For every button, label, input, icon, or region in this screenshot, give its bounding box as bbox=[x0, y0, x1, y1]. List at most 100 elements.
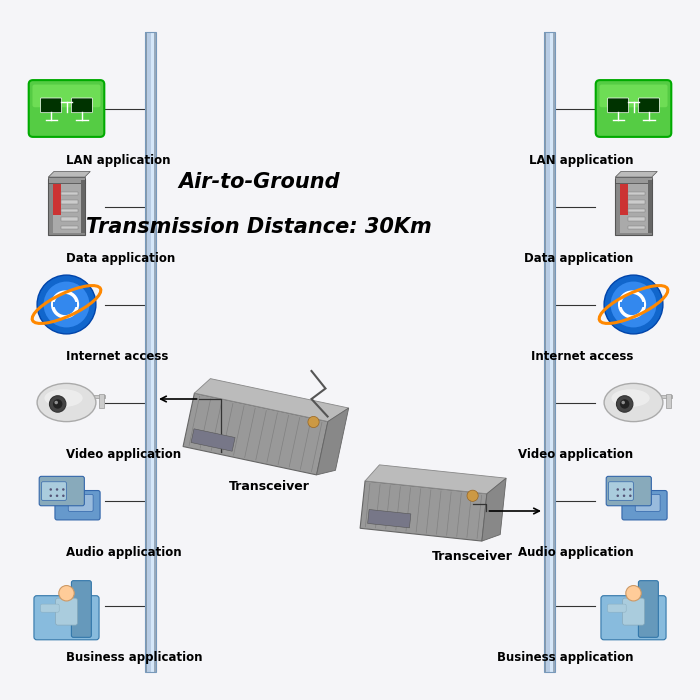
Bar bbox=[648, 395, 672, 398]
Text: Audio application: Audio application bbox=[518, 546, 634, 559]
Text: Transceiver: Transceiver bbox=[432, 550, 513, 563]
Text: LAN application: LAN application bbox=[529, 154, 634, 167]
FancyBboxPatch shape bbox=[606, 477, 651, 505]
FancyBboxPatch shape bbox=[41, 482, 66, 500]
FancyBboxPatch shape bbox=[69, 494, 93, 511]
FancyBboxPatch shape bbox=[32, 85, 101, 107]
Ellipse shape bbox=[604, 384, 663, 421]
Bar bbox=[629, 225, 645, 229]
Circle shape bbox=[56, 488, 58, 491]
Text: Data application: Data application bbox=[66, 252, 176, 265]
FancyBboxPatch shape bbox=[636, 494, 660, 511]
Polygon shape bbox=[368, 510, 411, 528]
Bar bbox=[544, 32, 545, 672]
FancyBboxPatch shape bbox=[71, 98, 92, 113]
Text: Air-to-Ground: Air-to-Ground bbox=[178, 172, 340, 192]
Circle shape bbox=[629, 494, 631, 497]
Circle shape bbox=[617, 494, 619, 497]
Circle shape bbox=[622, 400, 625, 405]
Bar bbox=[629, 192, 645, 195]
FancyBboxPatch shape bbox=[623, 598, 644, 625]
Circle shape bbox=[623, 494, 625, 497]
Polygon shape bbox=[195, 379, 349, 421]
FancyBboxPatch shape bbox=[56, 598, 77, 625]
Bar bbox=[99, 393, 104, 408]
Bar bbox=[81, 395, 105, 398]
Bar bbox=[145, 32, 156, 672]
Text: Internet access: Internet access bbox=[531, 350, 634, 363]
Bar bbox=[666, 393, 671, 408]
Bar bbox=[629, 200, 645, 204]
Ellipse shape bbox=[612, 389, 650, 407]
Text: Internet access: Internet access bbox=[66, 350, 169, 363]
Ellipse shape bbox=[44, 389, 83, 407]
Bar bbox=[553, 32, 555, 672]
Bar bbox=[620, 180, 648, 233]
FancyBboxPatch shape bbox=[41, 604, 59, 612]
FancyBboxPatch shape bbox=[596, 80, 671, 137]
Bar bbox=[62, 209, 78, 212]
Circle shape bbox=[617, 395, 633, 412]
Circle shape bbox=[59, 585, 74, 601]
FancyBboxPatch shape bbox=[599, 85, 668, 107]
Polygon shape bbox=[48, 172, 90, 177]
Bar bbox=[52, 180, 80, 233]
Circle shape bbox=[308, 416, 319, 428]
Text: Data application: Data application bbox=[524, 252, 634, 265]
FancyBboxPatch shape bbox=[608, 482, 634, 500]
Circle shape bbox=[53, 399, 62, 409]
Bar bbox=[48, 177, 85, 183]
Bar bbox=[544, 32, 555, 672]
Polygon shape bbox=[191, 429, 235, 452]
Circle shape bbox=[623, 488, 625, 491]
Circle shape bbox=[43, 281, 90, 328]
Circle shape bbox=[50, 395, 66, 412]
Text: Audio application: Audio application bbox=[66, 546, 182, 559]
Polygon shape bbox=[365, 465, 506, 493]
Bar bbox=[62, 225, 78, 229]
Bar bbox=[550, 32, 553, 672]
Polygon shape bbox=[183, 393, 328, 475]
Polygon shape bbox=[615, 172, 657, 177]
Bar bbox=[154, 32, 156, 672]
Text: Transmission Distance: 30Km: Transmission Distance: 30Km bbox=[86, 217, 432, 237]
Text: Video application: Video application bbox=[66, 448, 181, 461]
Bar bbox=[145, 32, 146, 672]
Polygon shape bbox=[482, 478, 506, 541]
Circle shape bbox=[617, 488, 619, 491]
Bar bbox=[615, 177, 652, 183]
FancyBboxPatch shape bbox=[39, 477, 84, 505]
Polygon shape bbox=[316, 408, 349, 475]
Bar bbox=[545, 32, 554, 672]
Bar bbox=[62, 192, 78, 195]
Bar bbox=[48, 178, 85, 234]
Text: Video application: Video application bbox=[519, 448, 634, 461]
Bar bbox=[52, 302, 78, 307]
Text: LAN application: LAN application bbox=[66, 154, 171, 167]
Bar bbox=[146, 32, 155, 672]
FancyBboxPatch shape bbox=[29, 80, 104, 137]
FancyBboxPatch shape bbox=[608, 604, 626, 612]
Text: Transceiver: Transceiver bbox=[229, 480, 310, 493]
Bar bbox=[150, 32, 154, 672]
Circle shape bbox=[629, 488, 631, 491]
Bar bbox=[53, 184, 61, 215]
FancyBboxPatch shape bbox=[638, 581, 658, 637]
Bar bbox=[648, 180, 652, 233]
Bar bbox=[620, 302, 645, 307]
Circle shape bbox=[50, 488, 52, 491]
Circle shape bbox=[620, 399, 629, 409]
Ellipse shape bbox=[37, 384, 96, 421]
FancyBboxPatch shape bbox=[71, 581, 91, 637]
FancyBboxPatch shape bbox=[601, 596, 666, 640]
FancyBboxPatch shape bbox=[34, 596, 99, 640]
Bar bbox=[615, 178, 652, 234]
FancyBboxPatch shape bbox=[55, 491, 100, 520]
Text: Business application: Business application bbox=[66, 651, 203, 664]
Circle shape bbox=[55, 400, 58, 405]
Bar bbox=[62, 217, 78, 220]
Bar bbox=[62, 200, 78, 204]
Circle shape bbox=[626, 585, 641, 601]
Circle shape bbox=[50, 494, 52, 497]
Polygon shape bbox=[360, 481, 487, 541]
